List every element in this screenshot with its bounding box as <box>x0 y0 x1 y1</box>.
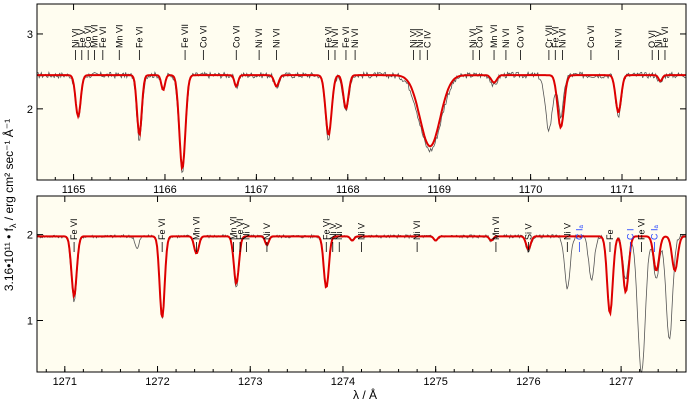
line-id-label: Ni VI <box>613 28 623 48</box>
line-id-label: Fe VI <box>341 26 351 48</box>
y-tick-label: 2 <box>27 104 33 116</box>
model-spectrum-line <box>37 74 686 171</box>
line-id-label: Fe VII <box>180 24 190 48</box>
x-tick-label: 1277 <box>609 376 633 388</box>
line-id-label: Ni V <box>654 31 664 48</box>
line-id-label: Ni V <box>562 223 572 240</box>
line-id-label: Fe VI <box>98 26 108 48</box>
x-axis-label: λ / Å <box>353 387 377 402</box>
x-tick-label: 1276 <box>516 376 540 388</box>
line-id-label: Ni VI <box>254 28 264 48</box>
line-id-label: Mn VI <box>229 216 239 240</box>
line-id-label: Mn VI <box>114 24 124 48</box>
x-tick-label: 1166 <box>153 184 177 196</box>
line-id-label: Fe <box>605 229 615 240</box>
x-tick-label: 1273 <box>238 376 262 388</box>
line-id-label: Ni V <box>334 223 344 240</box>
line-id-label: Fe VI <box>324 26 334 48</box>
x-tick-label: 1271 <box>53 376 77 388</box>
line-id-label: Co VI <box>83 25 93 48</box>
line-id-label: Ni V <box>328 223 338 240</box>
line-id-label: Ni VI <box>350 28 360 48</box>
x-tick-label: 1165 <box>62 184 86 196</box>
line-id-label: Ni V <box>242 223 252 240</box>
x-tick-label: 1167 <box>245 184 269 196</box>
plot-background <box>37 196 686 372</box>
x-tick-label: 1274 <box>331 376 355 388</box>
line-id-label: Fe VI <box>550 26 560 48</box>
line-id-label: Co VI <box>516 25 526 48</box>
line-id-label: Mn VI <box>191 216 201 240</box>
line-id-label: Co VI <box>474 25 484 48</box>
x-tick-label: 1168 <box>336 184 360 196</box>
line-id-label: Ni VI <box>330 28 340 48</box>
x-tick-label: 1171 <box>610 184 634 196</box>
line-id-label: C I <box>625 228 635 240</box>
line-id-label: Ni VI <box>468 28 478 48</box>
line-id-label: Cr VII <box>544 25 554 48</box>
x-tick-label: 1275 <box>423 376 447 388</box>
plot-background <box>37 4 686 180</box>
line-id-label: Ni V <box>357 223 367 240</box>
x-tick-label: 1272 <box>145 376 169 388</box>
line-id-label: Ni VI <box>415 28 425 48</box>
model-spectrum-line <box>37 235 686 318</box>
line-id-label: Ni VI <box>501 28 511 48</box>
line-id-label: Ni VI <box>409 28 419 48</box>
line-id-label: C IV <box>422 30 432 48</box>
line-id-label: Fe VI <box>235 218 245 240</box>
line-id-label: Fe VI <box>636 218 646 240</box>
line-id-label: Ni VI <box>70 28 80 48</box>
line-id-label: Fe VI <box>134 26 144 48</box>
line-id-label: Mn VI <box>491 216 501 240</box>
line-id-label: C Iₐ <box>574 224 584 240</box>
line-id-label: Fe VI <box>69 218 79 240</box>
line-id-label: Fe VI <box>157 218 167 240</box>
line-id-label: Mn VI <box>90 24 100 48</box>
y-tick-label: 3 <box>27 29 33 41</box>
line-id-label: Fe V <box>77 29 87 48</box>
y-axis-label: 3.16•10¹¹ • fλ / erg cm² sec⁻¹ Å⁻¹ <box>1 119 18 291</box>
line-id-label: Ni VI <box>271 28 281 48</box>
plot-frame <box>36 3 687 181</box>
x-tick-label: 1170 <box>519 184 543 196</box>
line-id-label: Fe VI <box>321 218 331 240</box>
line-id-label: Mn VI <box>489 24 499 48</box>
x-tick-label: 1169 <box>427 184 451 196</box>
line-id-label: Ni V <box>262 223 272 240</box>
line-id-label: Si V <box>523 223 533 240</box>
line-id-label: Co VI <box>586 25 596 48</box>
line-id-label: Ni VI <box>558 28 568 48</box>
line-id-label: O VI <box>647 30 657 48</box>
line-id-label: Co VI <box>231 25 241 48</box>
line-id-label: Fe VI <box>660 26 670 48</box>
line-id-label: Ni VI <box>412 220 422 240</box>
y-tick-label: 1 <box>27 315 33 327</box>
line-id-label: Co VI <box>198 25 208 48</box>
line-id-label: C Iₐ <box>649 224 659 240</box>
y-tick-label: 2 <box>27 230 33 242</box>
